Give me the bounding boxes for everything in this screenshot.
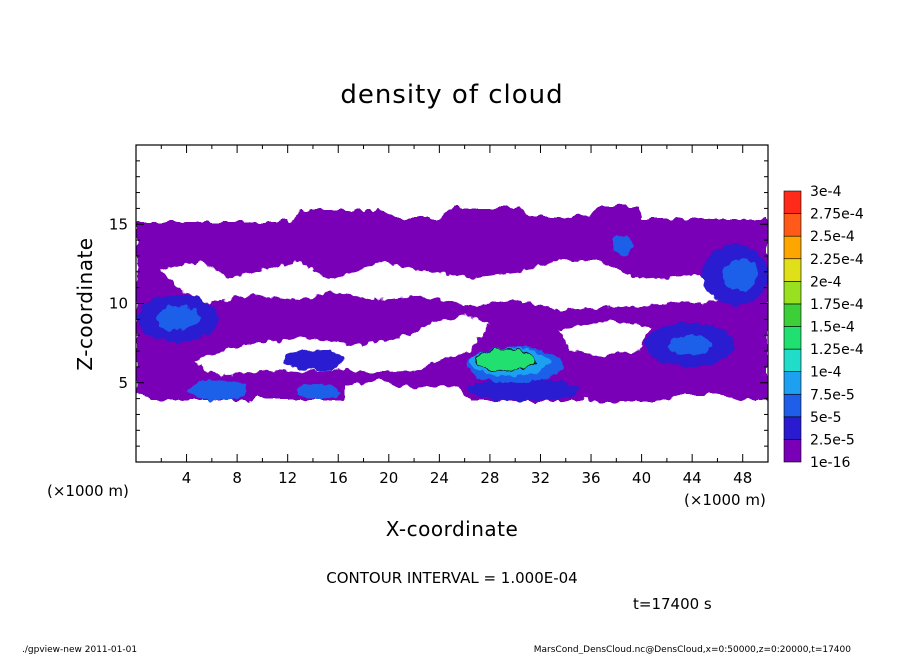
x-tick-label: 24: [430, 469, 449, 487]
chart-title: density of cloud: [340, 80, 563, 110]
blue-cell-top: [614, 235, 632, 255]
colorbar-label: 1.25e-4: [810, 342, 864, 358]
colorbar-label: 1.75e-4: [810, 297, 864, 313]
colorbar-label: 2e-4: [810, 274, 842, 290]
x-tick-label: 4: [182, 469, 192, 487]
clear-band-lower: [195, 315, 490, 375]
y-tick-label: 5: [118, 374, 128, 392]
x-tick-label: 28: [480, 469, 499, 487]
clear-gap-mid: [560, 320, 650, 356]
colorbar-label: 5e-5: [810, 410, 841, 426]
green-core: [470, 348, 550, 376]
colorbar-label: 2.25e-4: [810, 252, 864, 268]
y-tick-label: 15: [109, 215, 128, 233]
colorbar-label: 7.5e-5: [810, 387, 855, 403]
colorbar-label: 3e-4: [810, 184, 842, 200]
x-tick-label: 40: [632, 469, 651, 487]
y-tick-label: 10: [109, 295, 128, 313]
colorbar-label: 1e-16: [810, 455, 850, 471]
x-tick-label: 44: [683, 469, 702, 487]
y-axis-label: Z-coordinate: [73, 237, 97, 370]
colorbar-swatch: [783, 439, 802, 463]
colorbar-swatch: [783, 416, 802, 440]
blue-cell-left-inner: [156, 306, 200, 330]
footer-left: ./gpview-new 2011-01-01: [22, 645, 137, 654]
colorbar-swatch: [783, 281, 802, 305]
x-tick-label: 36: [581, 469, 600, 487]
blue-cell-right-mid-inner: [668, 335, 712, 355]
x-tick-label: 8: [232, 469, 242, 487]
clear-band-upper: [160, 260, 720, 310]
colorbar-swatch: [783, 190, 802, 214]
x-axis-label: X-coordinate: [386, 517, 519, 541]
clear-regions: [160, 260, 720, 375]
colorbar-label: 1.5e-4: [810, 320, 855, 336]
blue-cell-mid-left: [285, 350, 345, 370]
blue-cell-right-inner: [722, 259, 758, 291]
colorbar-swatch: [783, 348, 802, 372]
blue-cell-center-low: [470, 379, 580, 401]
blue-cell-left-low: [188, 380, 248, 400]
y-ticks: 5 10 15: [109, 160, 768, 447]
x-tick-label: 12: [278, 469, 297, 487]
x-tick-label: 20: [379, 469, 398, 487]
colorbar-swatch: [783, 258, 802, 282]
colorbar-label: 2.5e-5: [810, 432, 855, 448]
blue-cell-mid-left-low: [296, 385, 340, 399]
x-tick-label: 48: [733, 469, 752, 487]
colorbar-swatch: [783, 303, 802, 327]
colorbar-swatch: [783, 235, 802, 260]
colorbar-label: 2.75e-4: [810, 207, 864, 223]
colorbar: 1e-16 2.5e-5 5e-5 7.5e-5 1e-4 1.25e-4 1.5e-4 1.…: [783, 184, 864, 471]
colorbar-swatch: [783, 326, 802, 350]
x-tick-label: 16: [329, 469, 348, 487]
colorbar-swatch: [783, 371, 802, 395]
core-green: [474, 348, 536, 372]
contour-interval: CONTOUR INTERVAL = 1.000E-04: [326, 569, 577, 587]
time-label: t=17400 s: [633, 595, 712, 613]
colorbar-label: 1e-4: [810, 365, 842, 381]
plot-area: [136, 145, 768, 462]
x-ticks: 4 8 12 16 20 24 28 32 36 40 44 48: [160, 145, 752, 487]
footer-right: MarsCond_DensCloud.nc@DensCloud,x=0:5000…: [534, 645, 851, 654]
x-unit-label-right: (×1000 m): [684, 491, 766, 509]
x-unit-label-left: (×1000 m): [47, 482, 129, 500]
x-tick-label: 32: [531, 469, 550, 487]
colorbar-swatch: [783, 213, 802, 237]
colorbar-label: 2.5e-4: [810, 229, 855, 245]
colorbar-swatch: [783, 393, 802, 418]
